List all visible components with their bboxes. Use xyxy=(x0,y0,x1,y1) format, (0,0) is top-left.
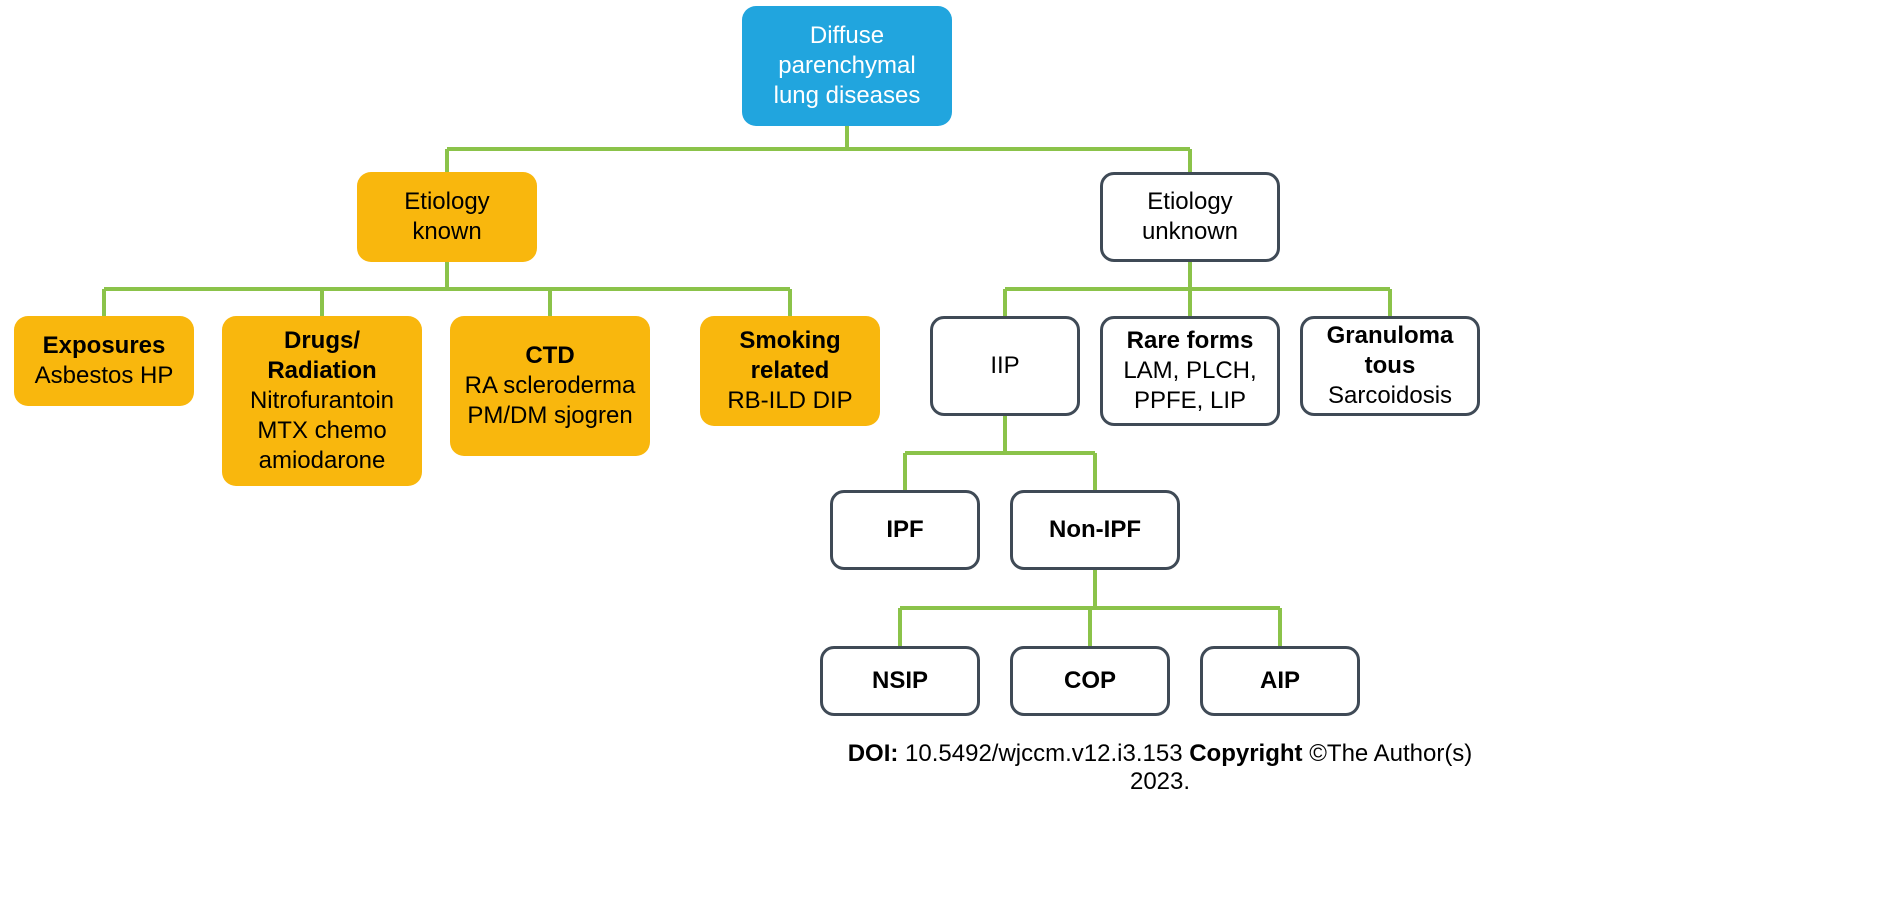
footer-copyright-label: Copyright xyxy=(1189,740,1302,767)
node-nsip-title: NSIP xyxy=(872,666,928,696)
footer-citation: DOI: 10.5492/wjccm.v12.i3.153 Copyright … xyxy=(820,740,1500,796)
node-nonipf-title: Non-IPF xyxy=(1049,515,1141,545)
node-drugs-title: Drugs/ Radiation xyxy=(234,326,410,386)
node-ipf: IPF xyxy=(830,490,980,570)
diagram-canvas: Diffuse parenchymal lung diseases Etiolog… xyxy=(0,0,1890,908)
node-smoking: Smoking relatedRB-ILD DIP xyxy=(700,316,880,426)
node-nonipf: Non-IPF xyxy=(1010,490,1180,570)
footer-doi-value: 10.5492/wjccm.v12.i3.153 xyxy=(905,740,1183,767)
node-iip-sub: IIP xyxy=(990,351,1019,381)
node-exposures-sub: Asbestos HP xyxy=(35,361,174,391)
node-granulo-sub: Sarcoidosis xyxy=(1328,381,1452,411)
node-smoking-sub: RB-ILD DIP xyxy=(727,386,852,416)
node-root-sub: Diffuse parenchymal lung diseases xyxy=(754,21,940,111)
node-etio_known: Etiology known xyxy=(357,172,537,262)
node-smoking-title: Smoking related xyxy=(712,326,868,386)
node-rare-title: Rare forms xyxy=(1127,326,1254,356)
node-root: Diffuse parenchymal lung diseases xyxy=(742,6,952,126)
node-cop-title: COP xyxy=(1064,666,1116,696)
node-exposures: ExposuresAsbestos HP xyxy=(14,316,194,406)
node-etio_unknown: Etiology unknown xyxy=(1100,172,1280,262)
node-granulo: Granuloma tousSarcoidosis xyxy=(1300,316,1480,416)
node-rare: Rare formsLAM, PLCH, PPFE, LIP xyxy=(1100,316,1280,426)
node-etio_unknown-sub: Etiology unknown xyxy=(1115,187,1265,247)
node-exposures-title: Exposures xyxy=(43,331,166,361)
node-granulo-title: Granuloma tous xyxy=(1315,321,1465,381)
node-drugs: Drugs/ RadiationNitrofurantoin MTX chemo… xyxy=(222,316,422,486)
node-ctd-title: CTD xyxy=(525,341,574,371)
node-drugs-sub: Nitrofurantoin MTX chemo amiodarone xyxy=(234,386,410,476)
node-ctd: CTDRA scleroderma PM/DM sjogren xyxy=(450,316,650,456)
node-etio_known-sub: Etiology known xyxy=(369,187,525,247)
node-aip: AIP xyxy=(1200,646,1360,716)
node-ipf-title: IPF xyxy=(886,515,923,545)
node-cop: COP xyxy=(1010,646,1170,716)
node-aip-title: AIP xyxy=(1260,666,1300,696)
node-ctd-sub: RA scleroderma PM/DM sjogren xyxy=(462,371,638,431)
node-iip: IIP xyxy=(930,316,1080,416)
footer-doi-label: DOI: xyxy=(848,740,899,767)
node-rare-sub: LAM, PLCH, PPFE, LIP xyxy=(1115,356,1265,416)
node-nsip: NSIP xyxy=(820,646,980,716)
